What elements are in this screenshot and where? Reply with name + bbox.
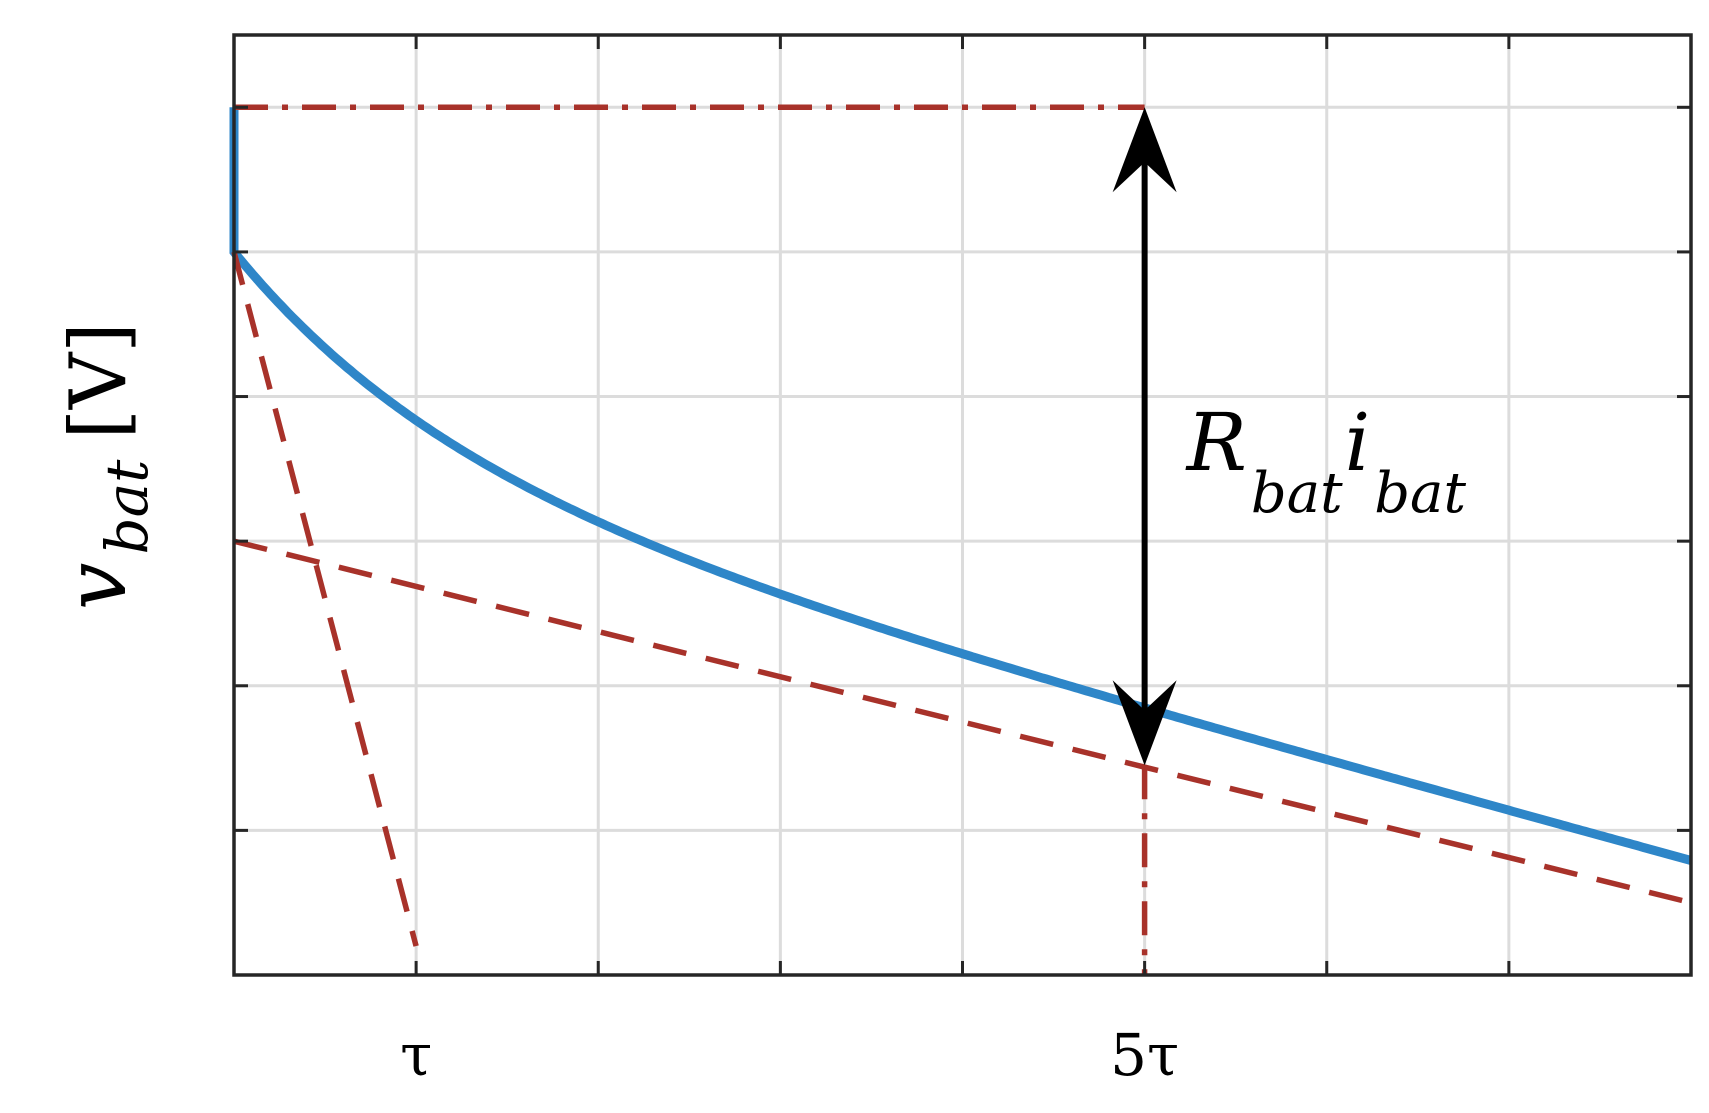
ticks [234,35,1691,975]
series-initial-tangent [231,251,419,947]
series-battery-voltage [229,107,1693,865]
series-group [229,104,1693,975]
arrow-label-subscript-1: bat [1251,461,1343,526]
x-tick-label: τ [400,1021,432,1089]
series-asymptote [233,538,1692,906]
grid [234,35,1691,975]
x-tick-labels: τ 5τ [400,1021,1179,1089]
arrow-label-symbol-2: i [1345,396,1371,489]
arrow-label-symbol-1: R [1185,396,1247,489]
annotation-group: Rbatibat [1112,107,1467,766]
arrow-label-subscript-2: bat [1374,461,1466,526]
arrow-head-up [1112,107,1177,193]
y-axis-label: v bat [V] [47,322,161,610]
arrow-head-down [1112,680,1177,766]
y-axis-unit: [V] [54,322,144,439]
y-axis-subscript: bat [93,459,161,555]
arrow-label: Rbatibat [1185,396,1467,526]
y-axis-symbol: v [47,563,145,610]
x-tick-label: 5τ [1110,1021,1179,1089]
